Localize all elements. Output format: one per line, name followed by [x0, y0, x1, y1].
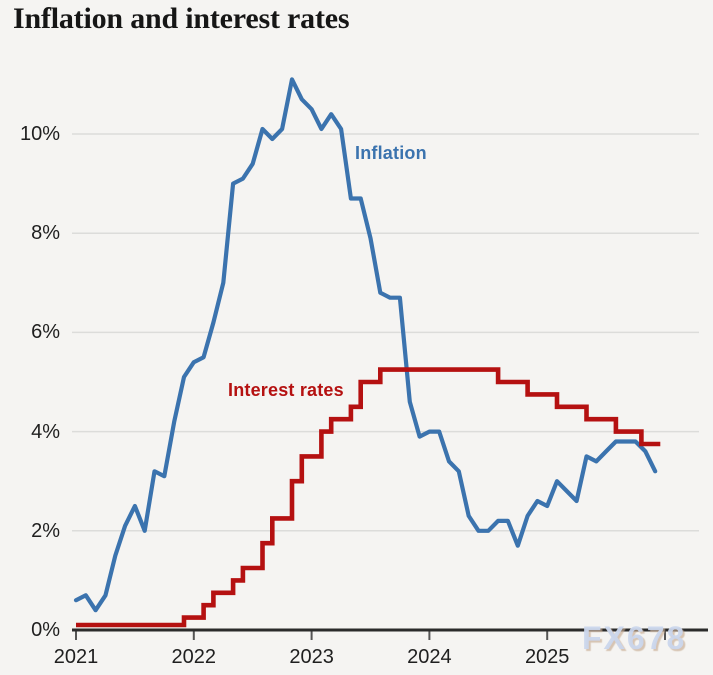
y-tick-label: 8%: [31, 222, 60, 245]
x-tick-label: 2021: [53, 646, 99, 668]
interest-rates-line: [76, 367, 661, 628]
watermark: FX678: [582, 620, 687, 656]
chart-title: Inflation and interest rates: [13, 2, 350, 35]
x-tick-label: 2022: [171, 646, 217, 668]
y-tick-label: 2%: [31, 519, 60, 542]
inflation-line: [73, 77, 658, 613]
series-label-inflation: Inflation: [355, 143, 427, 163]
x-tick-label: 2023: [289, 646, 334, 668]
x-tick-label: 2025: [524, 646, 570, 668]
y-tick-label: 10%: [19, 123, 60, 145]
series-label-interest-rates: Interest rates: [228, 380, 344, 400]
y-tick-label: 0%: [31, 619, 60, 641]
y-tick-label: 4%: [31, 420, 60, 443]
x-tick-label: 2024: [407, 646, 452, 668]
y-tick-label: 6%: [31, 321, 60, 344]
